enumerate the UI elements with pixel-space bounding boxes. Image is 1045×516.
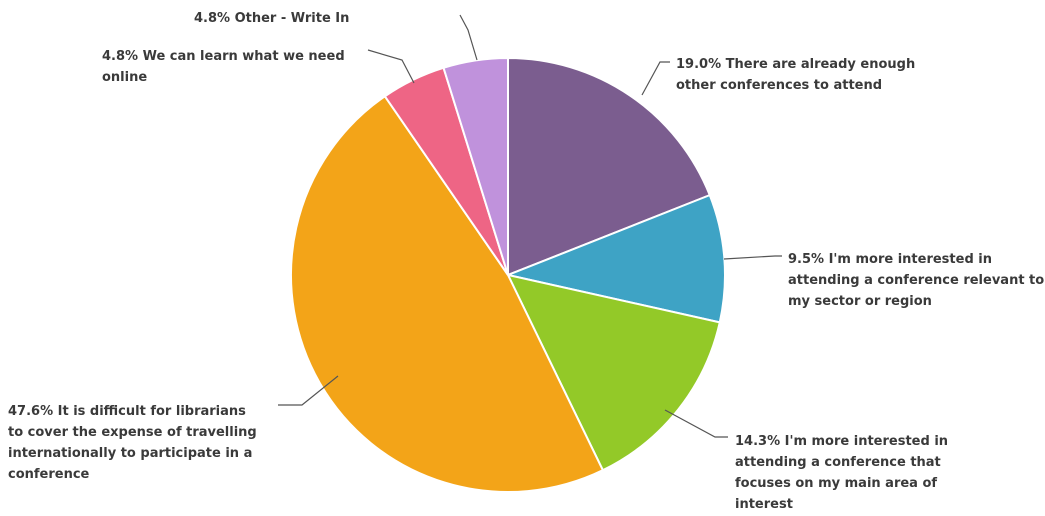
slice-label-line: other conferences to attend — [676, 78, 882, 93]
slice-label-line: 4.8% We can learn what we need — [102, 49, 345, 64]
slice-label-line: my sector or region — [788, 294, 932, 309]
slice-label-line: 4.8% Other - Write In — [194, 11, 349, 26]
leader-line-3 — [664, 409, 728, 438]
pie-slice-2 — [504, 193, 726, 324]
slice-label-line: 19.0% There are already enough — [676, 57, 915, 72]
pie-slice-3 — [506, 273, 721, 472]
pie-slice-1 — [507, 56, 712, 277]
slice-label-1: 19.0% There are already enough other conf… — [676, 57, 915, 93]
slice-label-line: attending a conference relevant to — [788, 273, 1044, 288]
slice-label-line: conference — [8, 467, 90, 482]
slice-label-line: 47.6% It is difficult for librarians — [8, 404, 246, 419]
slice-label-2: 9.5% I'm more interested in attending a c… — [788, 252, 1044, 309]
pie-slices — [289, 56, 726, 494]
leader-line-2 — [723, 255, 782, 260]
pie-slice-6 — [442, 56, 509, 276]
leader-lines — [278, 14, 782, 438]
slice-label-6: 4.8% Other - Write In — [194, 11, 349, 26]
slice-label-line: 14.3% I'm more interested in — [735, 434, 948, 449]
slice-label-line: interest — [735, 497, 793, 512]
slice-label-4: 47.6% It is difficult for librarians to c… — [8, 404, 257, 482]
leader-line-1 — [641, 61, 670, 96]
leader-line-6 — [459, 14, 478, 61]
slice-label-5: 4.8% We can learn what we need online — [102, 49, 345, 85]
slice-label-line: to cover the expense of travelling — [8, 425, 257, 440]
slice-label-line: focuses on my main area of — [735, 476, 937, 491]
leader-line-4 — [278, 375, 339, 406]
slice-label-3: 14.3% I'm more interested in attending a … — [735, 434, 948, 512]
slice-label-line: 9.5% I'm more interested in — [788, 252, 992, 267]
slice-label-line: attending a conference that — [735, 455, 941, 470]
slice-label-line: internationally to participate in a — [8, 446, 252, 461]
slice-labels: 19.0% There are already enough other conf… — [8, 11, 1044, 512]
slice-label-line: online — [102, 70, 147, 85]
leader-line-5 — [367, 49, 415, 84]
pie-slice-4 — [289, 94, 605, 494]
